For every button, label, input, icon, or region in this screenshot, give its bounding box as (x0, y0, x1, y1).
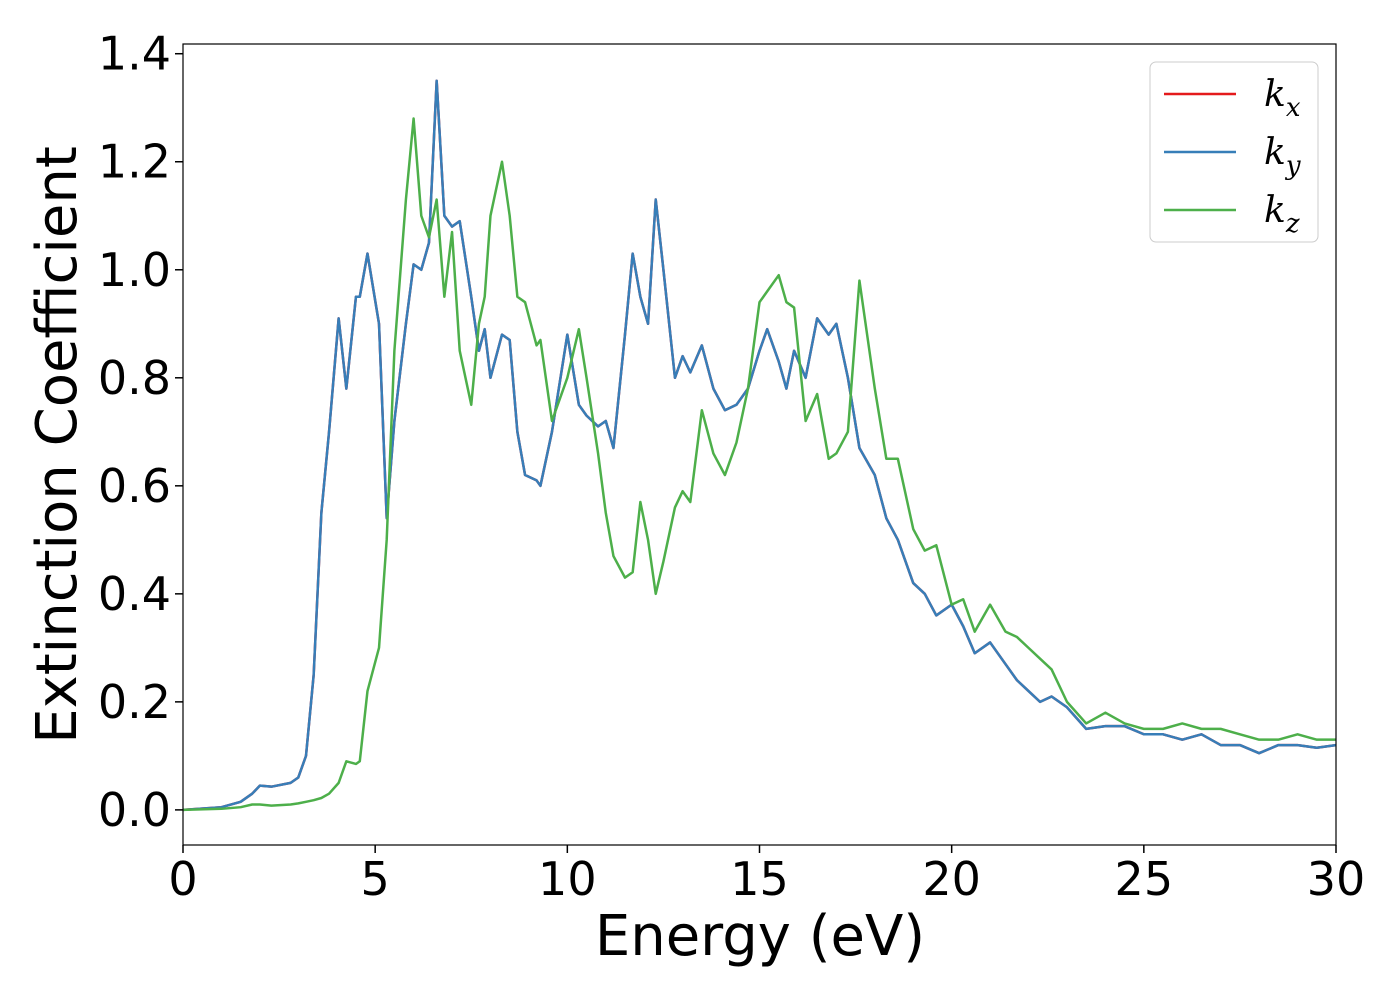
y-tick-label: 0.8 (98, 351, 171, 405)
x-tick-label: 0 (168, 852, 197, 906)
y-tick-label: 0.4 (98, 567, 171, 621)
x-tick-label: 25 (1115, 852, 1174, 906)
x-tick-label: 5 (361, 852, 390, 906)
y-tick-label: 0.0 (98, 783, 171, 837)
y-tick-label: 0.6 (98, 459, 171, 513)
y-tick-label: 1.4 (98, 27, 171, 81)
y-tick-label: 1.2 (98, 135, 171, 189)
x-tick-label: 20 (922, 852, 981, 906)
x-tick-label: 15 (730, 852, 789, 906)
x-tick-label: 30 (1307, 852, 1366, 906)
x-tick-label: 10 (538, 852, 597, 906)
legend-label: ky (1264, 132, 1301, 181)
plot-frame (182, 43, 1337, 846)
y-axis-label: Extinction Coefficient (25, 146, 90, 744)
series-line (183, 79, 1336, 812)
legend-label: kx (1264, 74, 1301, 123)
legend: kx ky kz (1149, 61, 1319, 243)
series-line (183, 117, 1336, 812)
x-axis-label: Energy (eV) (595, 904, 925, 969)
legend-label: kz (1264, 190, 1300, 239)
y-tick-label: 0.2 (98, 675, 171, 729)
y-tick-label: 1.0 (98, 243, 171, 297)
